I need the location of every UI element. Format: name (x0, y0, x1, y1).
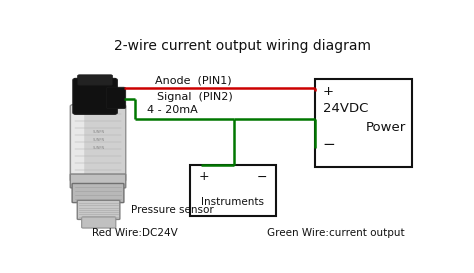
FancyBboxPatch shape (77, 200, 120, 219)
Bar (190, 165, 276, 216)
FancyBboxPatch shape (70, 105, 126, 182)
FancyBboxPatch shape (107, 87, 126, 109)
Text: 4 - 20mA: 4 - 20mA (147, 105, 198, 115)
Bar (315, 79, 412, 167)
FancyBboxPatch shape (78, 75, 112, 85)
FancyBboxPatch shape (70, 174, 126, 188)
FancyBboxPatch shape (73, 78, 117, 114)
Text: −: − (256, 170, 267, 183)
Text: Power: Power (366, 121, 406, 134)
Text: SUNPN
SUNPN
SUNPN: SUNPN SUNPN SUNPN (93, 130, 105, 150)
Text: Pressure sensor: Pressure sensor (131, 205, 214, 215)
FancyBboxPatch shape (72, 105, 84, 181)
Text: Instruments: Instruments (201, 197, 264, 207)
Text: +: + (199, 170, 210, 183)
Text: +: + (323, 85, 334, 98)
Text: Green Wire:current output: Green Wire:current output (267, 228, 404, 238)
Text: 2-wire current output wiring diagram: 2-wire current output wiring diagram (114, 39, 372, 53)
FancyBboxPatch shape (82, 217, 116, 228)
FancyBboxPatch shape (72, 183, 124, 203)
Text: 24VDC: 24VDC (323, 102, 368, 115)
Text: Signal  (PIN2): Signal (PIN2) (156, 92, 232, 102)
Text: −: − (323, 136, 336, 152)
Text: Red Wire:DC24V: Red Wire:DC24V (92, 228, 178, 238)
Text: Anode  (PIN1): Anode (PIN1) (155, 75, 232, 85)
